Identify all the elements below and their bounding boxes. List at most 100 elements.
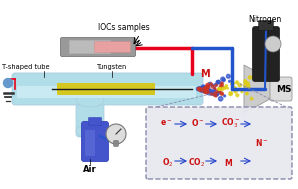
Text: IOCs samples: IOCs samples <box>98 23 150 33</box>
Circle shape <box>218 88 220 90</box>
Circle shape <box>215 95 217 97</box>
FancyBboxPatch shape <box>69 40 111 54</box>
FancyBboxPatch shape <box>60 37 136 57</box>
Circle shape <box>209 90 212 94</box>
Circle shape <box>220 91 221 93</box>
Circle shape <box>208 90 211 93</box>
Circle shape <box>200 89 203 92</box>
Circle shape <box>212 84 214 86</box>
Circle shape <box>215 83 218 86</box>
Circle shape <box>244 81 247 84</box>
Circle shape <box>231 82 234 85</box>
Text: Tungsten: Tungsten <box>97 64 127 70</box>
Circle shape <box>213 92 218 96</box>
Circle shape <box>201 85 205 89</box>
Circle shape <box>221 77 225 81</box>
Text: CO$_2$: CO$_2$ <box>188 157 205 169</box>
Circle shape <box>202 87 203 89</box>
Circle shape <box>208 84 209 86</box>
Text: O$_2$: O$_2$ <box>162 157 173 169</box>
Ellipse shape <box>76 124 104 138</box>
Text: N$^-$: N$^-$ <box>255 138 268 149</box>
Circle shape <box>246 92 248 94</box>
Circle shape <box>223 79 225 81</box>
Circle shape <box>196 87 200 91</box>
Circle shape <box>221 82 224 85</box>
Circle shape <box>211 85 214 88</box>
Circle shape <box>220 85 222 88</box>
Circle shape <box>211 92 214 95</box>
Circle shape <box>198 88 200 90</box>
Circle shape <box>238 83 241 87</box>
Circle shape <box>215 84 217 86</box>
Circle shape <box>216 81 218 83</box>
Circle shape <box>198 88 199 90</box>
Circle shape <box>214 89 215 91</box>
Text: T-shaped tube: T-shaped tube <box>2 64 50 70</box>
FancyBboxPatch shape <box>146 107 292 179</box>
Circle shape <box>207 91 212 95</box>
Circle shape <box>202 89 205 91</box>
Circle shape <box>214 87 215 88</box>
Circle shape <box>229 80 231 82</box>
Circle shape <box>222 93 224 95</box>
Circle shape <box>4 78 13 88</box>
Circle shape <box>203 89 207 93</box>
Circle shape <box>206 83 210 87</box>
Circle shape <box>224 87 226 89</box>
Circle shape <box>229 92 232 96</box>
Circle shape <box>200 88 204 92</box>
Circle shape <box>226 74 230 78</box>
FancyBboxPatch shape <box>85 130 95 156</box>
Circle shape <box>246 82 249 85</box>
Circle shape <box>204 90 207 93</box>
Circle shape <box>235 81 238 84</box>
Circle shape <box>218 88 221 90</box>
Text: M: M <box>200 69 210 79</box>
Circle shape <box>219 87 221 89</box>
Circle shape <box>248 88 250 90</box>
Circle shape <box>205 90 209 94</box>
Circle shape <box>204 88 208 91</box>
Circle shape <box>218 88 221 90</box>
Polygon shape <box>244 65 272 113</box>
Circle shape <box>205 86 208 89</box>
Circle shape <box>250 97 253 100</box>
Text: CO$_3^-$: CO$_3^-$ <box>221 116 240 130</box>
FancyBboxPatch shape <box>76 83 104 137</box>
Circle shape <box>217 91 219 93</box>
Circle shape <box>216 80 220 84</box>
Circle shape <box>214 95 215 96</box>
FancyBboxPatch shape <box>17 86 196 98</box>
Circle shape <box>218 97 223 101</box>
Circle shape <box>218 88 220 90</box>
Circle shape <box>246 93 248 95</box>
Circle shape <box>221 87 224 91</box>
Circle shape <box>206 89 210 92</box>
Text: e$^-$: e$^-$ <box>160 118 172 128</box>
Circle shape <box>201 89 204 91</box>
Circle shape <box>214 92 217 95</box>
Ellipse shape <box>76 93 104 107</box>
FancyBboxPatch shape <box>258 20 274 30</box>
Circle shape <box>221 85 224 88</box>
FancyBboxPatch shape <box>114 141 118 146</box>
Circle shape <box>200 86 204 90</box>
Circle shape <box>247 84 250 87</box>
Circle shape <box>210 83 212 85</box>
Circle shape <box>265 36 281 52</box>
Circle shape <box>244 84 247 87</box>
Text: MS: MS <box>276 84 292 94</box>
Circle shape <box>216 94 218 96</box>
Circle shape <box>203 90 205 93</box>
Text: M: M <box>224 159 232 167</box>
Circle shape <box>204 88 206 90</box>
Circle shape <box>210 93 213 95</box>
Circle shape <box>224 80 225 81</box>
Circle shape <box>217 94 218 96</box>
Circle shape <box>204 91 207 93</box>
Text: O$^-$: O$^-$ <box>191 118 205 129</box>
Circle shape <box>213 89 215 91</box>
Circle shape <box>206 85 209 89</box>
Circle shape <box>210 90 213 93</box>
